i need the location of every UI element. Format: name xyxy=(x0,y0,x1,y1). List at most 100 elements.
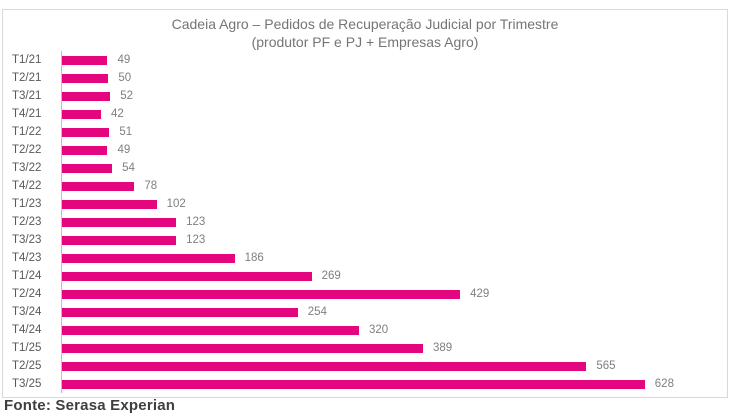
value-label: 52 xyxy=(120,90,134,102)
bar-track: 52 xyxy=(61,87,725,105)
bar xyxy=(62,181,135,191)
bar xyxy=(62,163,113,173)
bar-row: T2/25 565 xyxy=(9,357,725,375)
category-label: T4/22 xyxy=(12,180,42,192)
bar-track: 49 xyxy=(61,51,725,69)
value-label: 78 xyxy=(144,180,158,192)
bar-row: T3/23 123 xyxy=(9,231,725,249)
bar-track: 254 xyxy=(61,303,725,321)
bar-row: T3/25 628 xyxy=(9,375,725,393)
bar-row: T4/24 320 xyxy=(9,321,725,339)
bar-track: 50 xyxy=(61,69,725,87)
bar xyxy=(62,325,359,335)
category-label: T1/23 xyxy=(12,198,42,210)
value-label: 320 xyxy=(368,324,389,336)
bar-track: 51 xyxy=(61,123,725,141)
value-label: 50 xyxy=(118,72,132,84)
bar-row: T2/21 50 xyxy=(9,69,725,87)
bar xyxy=(62,271,312,281)
value-label: 54 xyxy=(122,162,135,174)
bar xyxy=(62,145,108,155)
value-label: 49 xyxy=(117,54,131,66)
bar-row: T3/24 254 xyxy=(9,303,725,321)
bar-track: 320 xyxy=(61,321,725,339)
value-label: 49 xyxy=(117,144,131,156)
bar-track: 389 xyxy=(61,339,725,357)
category-label: T4/21 xyxy=(12,108,42,120)
bar-row: T1/22 51 xyxy=(9,123,725,141)
bar-row: T3/21 52 xyxy=(9,87,725,105)
category-label: T3/25 xyxy=(12,378,42,390)
bar-track: 429 xyxy=(61,285,725,303)
plot-area: T1/21 49 T2/21 50 T3/21 52 T4/21 42 T1/22 51 T2/22… xyxy=(9,51,725,393)
bar xyxy=(62,235,177,245)
bar xyxy=(62,289,461,299)
bar-track: 54 xyxy=(61,159,725,177)
bar xyxy=(62,253,235,263)
category-label: T2/23 xyxy=(12,216,42,228)
value-label: 254 xyxy=(307,306,327,318)
bar-row: T4/23 186 xyxy=(9,249,725,267)
bar xyxy=(62,55,108,65)
value-label: 389 xyxy=(432,342,453,354)
bar xyxy=(62,73,109,83)
bar-track: 565 xyxy=(61,357,725,375)
category-label: T3/23 xyxy=(12,234,42,246)
value-label: 429 xyxy=(470,288,490,300)
bar xyxy=(62,361,587,371)
bar-track: 42 xyxy=(61,105,725,123)
category-label: T4/24 xyxy=(12,324,42,336)
category-label: T1/25 xyxy=(12,342,42,354)
bar-row: T3/22 54 xyxy=(9,159,725,177)
bar-track: 78 xyxy=(61,177,725,195)
bar-row: T4/21 42 xyxy=(9,105,725,123)
category-label: T2/25 xyxy=(12,360,42,372)
bar-row: T2/23 123 xyxy=(9,213,725,231)
bar-track: 269 xyxy=(61,267,725,285)
bar-row: T1/23 102 xyxy=(9,195,725,213)
bar-track: 102 xyxy=(61,195,725,213)
bar xyxy=(62,379,645,389)
category-label: T2/22 xyxy=(12,144,42,156)
chart-subtitle: (produtor PF e PJ + Empresas Agro) xyxy=(251,34,479,50)
value-label: 123 xyxy=(186,216,206,228)
category-label: T3/21 xyxy=(12,90,42,102)
bar xyxy=(62,199,157,209)
bar xyxy=(62,217,177,227)
chart-container: Cadeia Agro – Pedidos de Recuperação Jud… xyxy=(2,9,728,398)
category-label: T2/21 xyxy=(12,72,42,84)
chart-title: Cadeia Agro – Pedidos de Recuperação Jud… xyxy=(171,16,559,32)
value-label: 51 xyxy=(119,126,133,138)
bar xyxy=(62,343,423,353)
category-label: T1/21 xyxy=(12,54,42,66)
source-note: Fonte: Serasa Experian xyxy=(4,397,176,414)
bar-row: T2/24 429 xyxy=(9,285,725,303)
category-label: T1/24 xyxy=(12,270,42,282)
category-label: T3/24 xyxy=(12,306,42,318)
bar xyxy=(62,127,110,137)
category-label: T4/23 xyxy=(12,252,42,264)
bar-row: T4/22 78 xyxy=(9,177,725,195)
category-label: T1/22 xyxy=(12,126,42,138)
value-label: 628 xyxy=(654,378,674,390)
chart-title-block: Cadeia Agro – Pedidos de Recuperação Jud… xyxy=(3,15,727,51)
bar-row: T1/21 49 xyxy=(9,51,725,69)
bar-track: 49 xyxy=(61,141,725,159)
value-label: 269 xyxy=(321,270,341,282)
bar-row: T2/22 49 xyxy=(9,141,725,159)
bar xyxy=(62,91,111,101)
bar-track: 123 xyxy=(61,231,725,249)
value-label: 102 xyxy=(166,198,186,210)
bar xyxy=(62,307,298,317)
value-label: 42 xyxy=(110,108,124,120)
value-label: 186 xyxy=(244,252,264,264)
bar-track: 628 xyxy=(61,375,725,393)
value-label: 123 xyxy=(186,234,206,246)
category-label: T3/22 xyxy=(12,162,42,174)
bar-track: 123 xyxy=(61,213,725,231)
bar xyxy=(62,109,101,119)
value-label: 565 xyxy=(596,360,616,372)
bar-track: 186 xyxy=(61,249,725,267)
category-label: T2/24 xyxy=(12,288,42,300)
bar-row: T1/24 269 xyxy=(9,267,725,285)
